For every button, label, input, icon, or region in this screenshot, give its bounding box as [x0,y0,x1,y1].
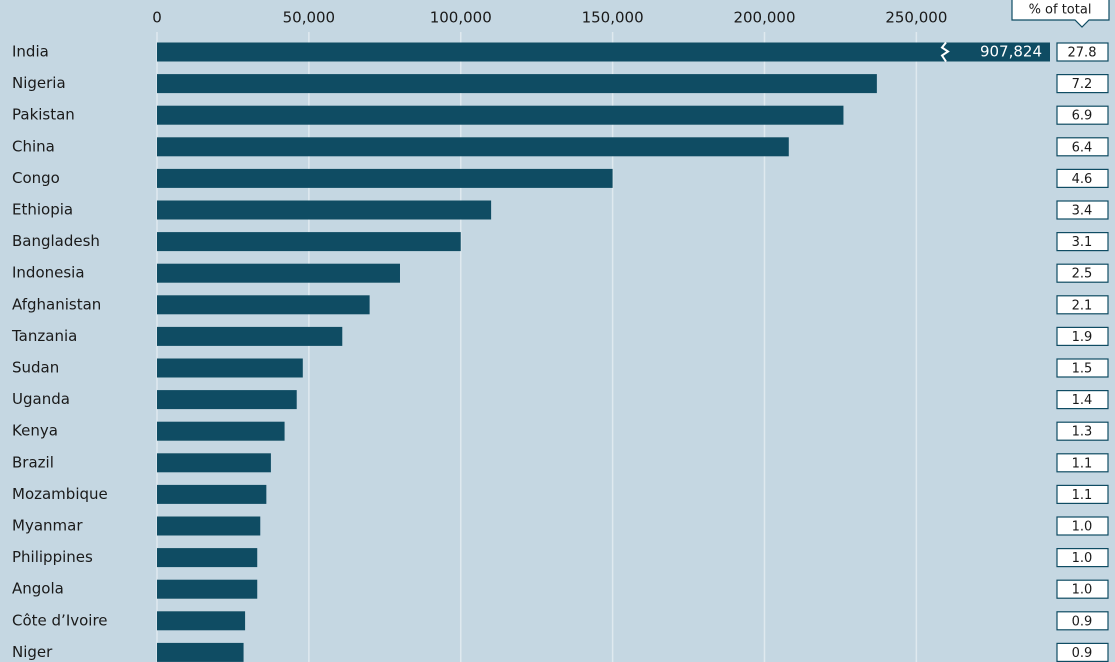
bar [157,484,267,504]
y-tick-label: Myanmar [12,517,83,535]
value-label: 907,824 [980,43,1042,61]
share-box [1056,105,1109,125]
x-tick-label: 150,000 [582,9,644,27]
share-value: 1.9 [1072,330,1093,345]
y-tick-label: Congo [12,169,60,187]
bar [157,642,244,662]
bar [157,263,400,283]
y-tick-label: Philippines [12,548,93,566]
y-tick-label: Sudan [12,359,59,377]
y-tick-label: Afghanistan [12,295,101,313]
y-tick-label: Indonesia [12,264,85,282]
share-box [1056,516,1109,536]
y-tick-label: Brazil [12,453,54,471]
share-value: 7.2 [1072,77,1093,92]
share-box [1056,73,1109,94]
x-tick-label: 50,000 [283,9,336,27]
x-tick-label: 200,000 [733,9,795,27]
share-value: 3.4 [1072,204,1093,219]
y-tick-label: Bangladesh [12,232,100,250]
share-value: 1.4 [1072,393,1093,408]
share-value: 1.0 [1072,551,1093,566]
share-box [1056,200,1109,220]
grid [156,32,918,662]
bar [157,548,258,568]
share-box [1056,453,1109,473]
share-box [1056,295,1109,315]
y-tick-label: Pakistan [12,106,75,124]
bar [157,358,303,378]
share-value: 1.0 [1072,583,1093,598]
share-value: 27.8 [1068,46,1097,61]
bar [157,42,1050,62]
share-box [1056,611,1109,631]
bar [157,295,370,315]
share-value: 2.5 [1072,267,1093,282]
share-box [1056,547,1109,568]
share-box [1056,232,1109,252]
bar [157,200,492,220]
share-value: 4.6 [1072,172,1093,187]
bar [157,453,271,473]
share-box [1056,358,1109,378]
share-value: 6.9 [1072,109,1093,124]
bar [157,168,613,188]
x-tick-label: 250,000 [885,9,947,27]
share-header: % of total [1029,3,1092,18]
bar [157,326,343,346]
share-value: 0.9 [1072,646,1093,661]
y-tick-label: Niger [12,643,53,661]
share-value: 1.0 [1072,520,1093,535]
bar [157,105,844,125]
overlay: 0 50,000 100,000 150,000 200,000 250,000 India… [11,0,1110,662]
bar [157,74,877,94]
share-box [1056,42,1109,62]
share-header-box [1011,0,1110,28]
axis-break [940,41,950,63]
bar [157,390,297,410]
y-tick-label: China [12,137,55,155]
y-tick-label: Mozambique [12,485,108,503]
bar [157,611,246,631]
share-value: 1.1 [1072,456,1093,471]
share-box [1056,484,1109,504]
share-box [1056,642,1109,662]
y-tick-label: Ethiopia [12,201,73,219]
share-box [1056,137,1109,157]
share-box [1056,168,1109,188]
y-tick-label: Uganda [12,390,70,408]
y-tick-label: Nigeria [12,74,66,92]
y-tick-label: Angola [12,580,64,598]
share-value: 0.9 [1072,614,1093,629]
x-tick-label: 0 [152,9,162,27]
y-tick-label: India [12,43,49,61]
share-box [1056,390,1109,410]
bar [157,137,789,157]
x-tick-label: 100,000 [430,9,492,27]
y-tick-label: Tanzania [11,327,77,345]
share-value: 6.4 [1072,140,1093,155]
share-box [1056,326,1109,346]
bar [157,421,285,441]
y-tick-label: Kenya [12,422,58,440]
share-box [1056,579,1109,599]
share-value: 2.1 [1072,298,1093,313]
share-value: 1.3 [1072,425,1093,440]
share-value: 3.1 [1072,235,1093,250]
share-box [1056,421,1109,441]
bar [157,516,261,536]
bar [157,579,258,599]
share-value: 1.1 [1072,488,1093,503]
bar [157,232,461,252]
share-box [1056,263,1109,283]
share-value: 1.5 [1072,362,1093,377]
y-tick-label: Côte d’Ivoire [12,611,108,629]
bars [157,42,1050,662]
